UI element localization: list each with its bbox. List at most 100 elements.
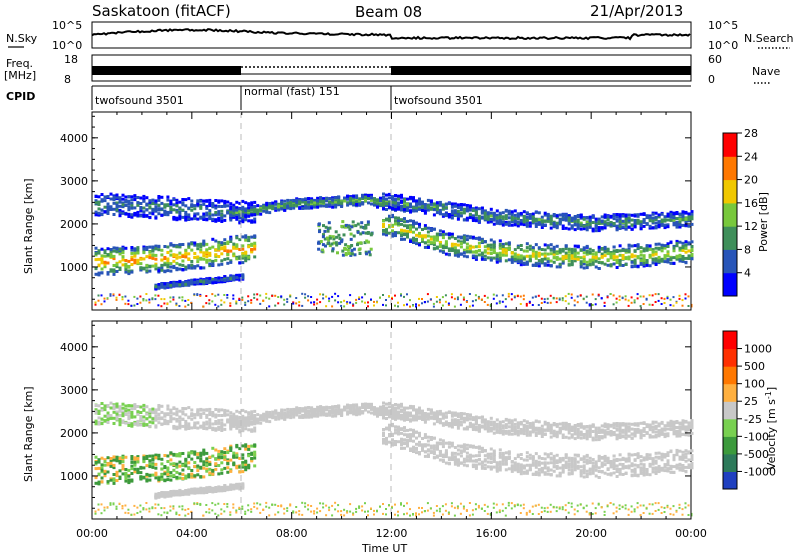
power-cell [657,255,661,259]
velocity-cell [220,461,224,465]
power-cell [531,220,535,224]
power-cell [313,301,316,304]
velocity-cell [193,474,197,478]
power-cell [136,251,140,255]
velocity-cell [97,420,101,424]
velocity-cell [190,457,194,461]
power-cell [624,214,628,218]
power-cell [403,237,406,241]
power-cell [483,214,487,218]
power-cell [178,207,182,211]
velocity-cell [226,466,230,470]
power-cell [166,261,170,265]
power-cell [669,240,673,244]
power-cell [139,208,143,212]
velocity-cell [100,470,104,474]
power-cell [139,202,143,205]
power-cell [603,213,607,217]
power-cell [348,227,352,231]
velocity-cell [172,424,176,428]
velocity-cell [109,416,113,420]
power-cell [582,251,586,255]
velocity-cell [205,415,209,419]
power-cell [648,219,652,223]
power-cell [181,299,184,302]
power-cell [418,231,421,235]
power-cell [543,252,547,256]
velocity-cell [208,473,212,477]
power-cell [543,257,547,261]
power-cell [154,244,158,248]
power-cell [325,305,328,308]
power-cell [235,302,238,305]
velocity-cell [106,506,109,509]
power-cell [654,218,658,222]
power-cell [196,212,200,216]
power-cell [459,236,463,240]
velocity-cell [205,460,209,464]
power-cell [666,250,670,254]
power-cell [109,192,113,196]
velocity-cell [106,421,110,424]
power-cell [555,301,558,304]
power-cell [355,203,359,206]
power-cell [178,283,182,287]
velocity-cell [94,461,98,464]
velocity-cell [97,503,100,506]
power-cell [369,233,373,237]
power-cell [690,240,694,244]
power-cell [507,258,511,262]
power-cell [241,247,245,251]
power-cell [531,296,534,299]
power-cell [193,282,197,286]
power-cell [675,211,679,214]
power-cell [639,220,643,224]
power-cell [591,255,595,259]
power-cell [334,292,337,295]
power-cell [645,215,649,219]
power-cell [483,211,487,215]
power-cell [531,304,534,306]
power-cell [432,227,436,231]
power-cell [450,235,454,239]
power-cell [459,293,462,296]
power-cell [112,207,116,211]
power-cell [193,241,197,245]
power-cell [130,304,133,307]
power-cell [211,213,215,217]
power-cell [654,258,658,262]
power-cell [438,232,442,236]
power-cell [292,203,296,207]
noise-ytick-bottom: 10^0 [52,39,82,52]
power-cell [208,198,212,202]
power-cell [397,201,400,205]
power-cell [337,200,341,204]
power-cell [166,284,170,288]
power-cell [468,293,471,295]
power-cell [519,219,523,222]
power-cell [139,262,143,266]
power-cell [274,208,278,212]
power-cell [352,197,356,201]
velocity-cell [199,451,203,455]
power-cell [444,242,448,246]
velocity-cell [142,456,146,460]
power-cell [187,282,191,285]
power-cell [148,211,152,215]
velocity-cell [106,418,110,422]
power-cell [498,245,502,249]
power-cell [127,195,131,199]
velocity-cell [199,415,203,419]
power-cell [645,222,649,226]
power-cell [301,206,305,210]
velocity-cell [196,426,200,430]
power-cell [217,204,221,208]
power-cell [127,202,131,206]
power-cell [543,298,546,301]
power-cell [609,215,613,219]
power-cell [112,272,116,276]
power-cell [322,200,326,204]
power-cell [130,213,134,217]
power-cell [642,218,646,222]
velocity-cell [184,508,187,511]
